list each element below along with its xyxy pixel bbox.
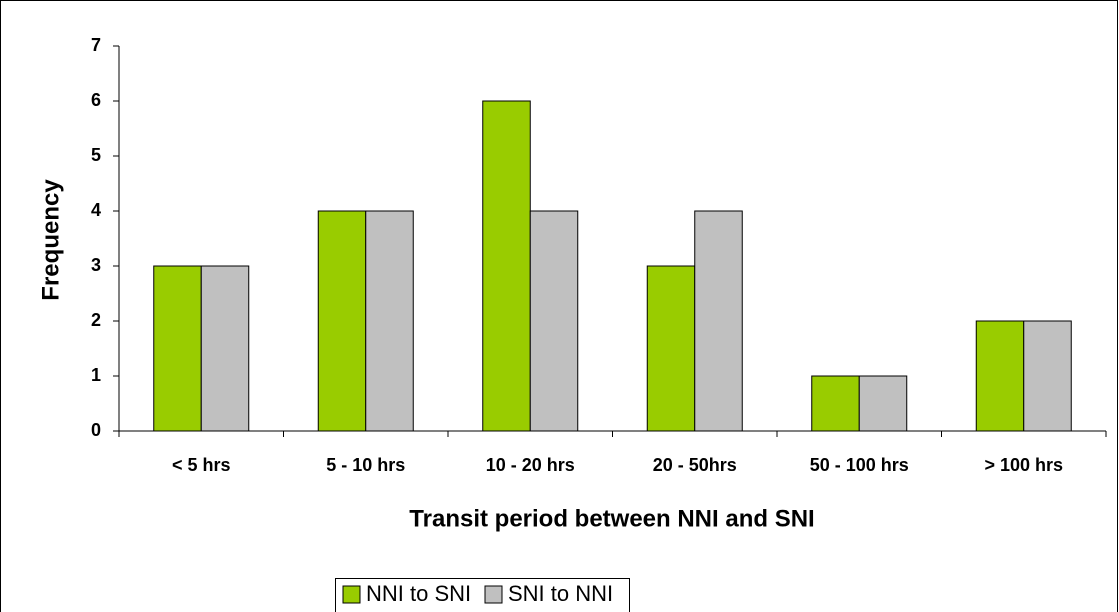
x-tick-label: < 5 hrs xyxy=(172,455,231,475)
bar xyxy=(811,375,860,432)
y-tick-label: 0 xyxy=(91,420,101,440)
x-tick-label: 5 - 10 hrs xyxy=(326,455,405,475)
legend-label: NNI to SNI xyxy=(366,581,471,606)
y-tick-label: 3 xyxy=(91,255,101,275)
x-tick-label: 50 - 100 hrs xyxy=(810,455,909,475)
x-tick-label: 10 - 20 hrs xyxy=(486,455,575,475)
bar xyxy=(153,265,202,432)
y-tick-label: 2 xyxy=(91,310,101,330)
legend-swatch xyxy=(342,585,361,604)
y-tick-label: 4 xyxy=(91,200,101,220)
legend-label: SNI to NNI xyxy=(508,581,613,606)
bar xyxy=(646,265,696,432)
bar xyxy=(365,210,414,432)
bar xyxy=(317,210,367,432)
x-tick-label: > 100 hrs xyxy=(984,455,1063,475)
legend-box xyxy=(335,578,630,612)
x-axis-title: Transit period between NNI and SNI xyxy=(409,505,814,532)
bar xyxy=(975,320,1025,432)
bar xyxy=(858,375,908,432)
bar xyxy=(1023,320,1072,432)
y-tick-label: 5 xyxy=(91,145,101,165)
x-tick-label: 20 - 50hrs xyxy=(653,455,737,475)
y-tick-label: 1 xyxy=(91,365,101,385)
bar xyxy=(694,210,743,432)
legend-swatch xyxy=(484,585,503,604)
y-axis-title: Frequency xyxy=(37,179,64,301)
bar xyxy=(200,265,250,432)
y-tick-label: 7 xyxy=(91,35,101,55)
bar xyxy=(529,210,579,432)
bar xyxy=(482,100,531,432)
y-tick-label: 6 xyxy=(91,90,101,110)
